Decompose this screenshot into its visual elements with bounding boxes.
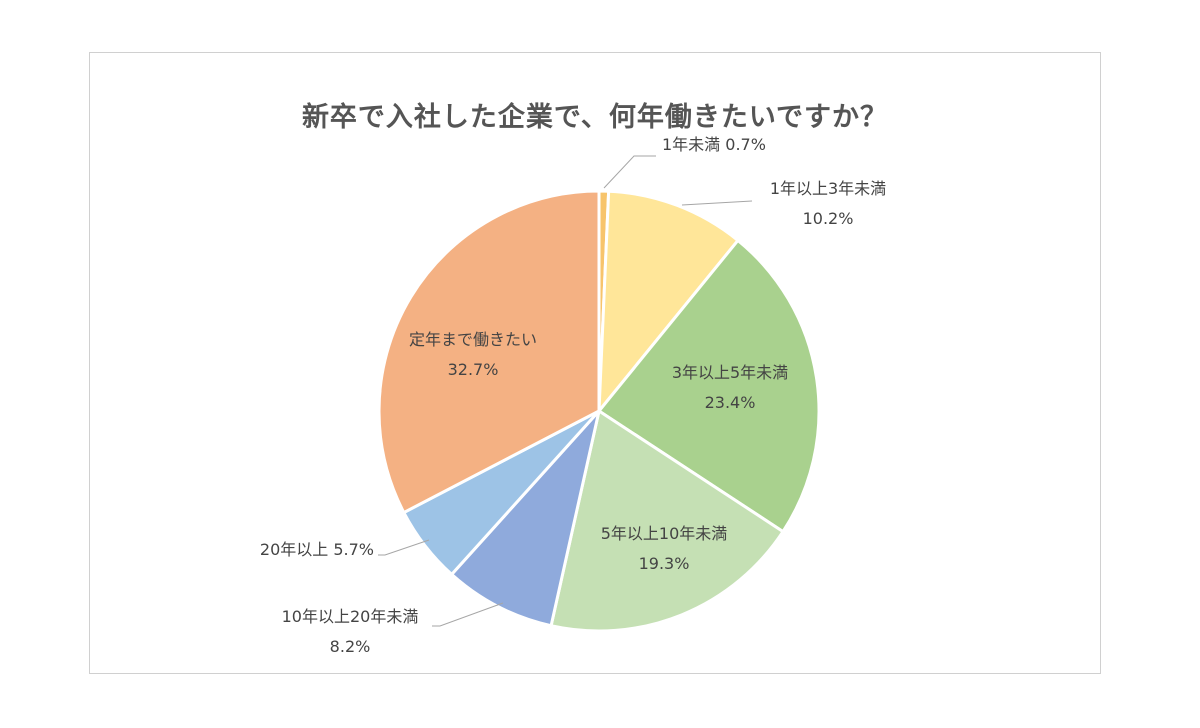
leader-line-6	[378, 539, 430, 556]
slice-category-4: 5年以上10年未満	[601, 524, 728, 543]
slice-labels: 1年未満 0.7% 1年以上3年未満 10.2% 3年以上5年未満 23.4% 5年以上1…	[260, 135, 886, 656]
slice-label-6: 20年以上 5.7%	[260, 540, 374, 559]
pie-slice-5	[450, 409, 601, 628]
pie-slice-4	[549, 409, 785, 633]
pie-slice-3	[597, 238, 821, 534]
slice-label-1: 1年未満 0.7%	[662, 135, 766, 154]
leader-line-1	[603, 155, 656, 189]
slice-label-5: 10年以上20年未満 8.2%	[282, 607, 419, 656]
slice-value-2: 10.2%	[803, 209, 854, 228]
slice-label-7: 定年まで働きたい 32.7%	[409, 330, 537, 379]
slice-value-4: 19.3%	[639, 554, 690, 573]
slice-value-7: 32.7%	[448, 360, 499, 379]
pie-slices	[377, 189, 821, 633]
leader-line-5	[432, 602, 504, 627]
leader-line-2	[681, 200, 753, 206]
leader-lines	[378, 155, 753, 627]
slice-value-5: 8.2%	[330, 637, 371, 656]
slice-label-3: 3年以上5年未満 23.4%	[672, 363, 788, 412]
slice-label-4: 5年以上10年未満 19.3%	[601, 524, 728, 573]
slice-value-3: 23.4%	[705, 393, 756, 412]
slice-category-7: 定年まで働きたい	[409, 330, 537, 349]
chart-title: 新卒で入社した企業で、何年働きたいですか？	[301, 102, 889, 133]
slice-category-5: 10年以上20年未満	[282, 607, 419, 626]
slice-category-3: 3年以上5年未満	[672, 363, 788, 382]
pie-slice-7	[377, 189, 601, 515]
pie-slice-2	[597, 189, 740, 413]
slice-label-2: 1年以上3年未満 10.2%	[770, 179, 886, 228]
slice-category-2: 1年以上3年未満	[770, 179, 886, 198]
